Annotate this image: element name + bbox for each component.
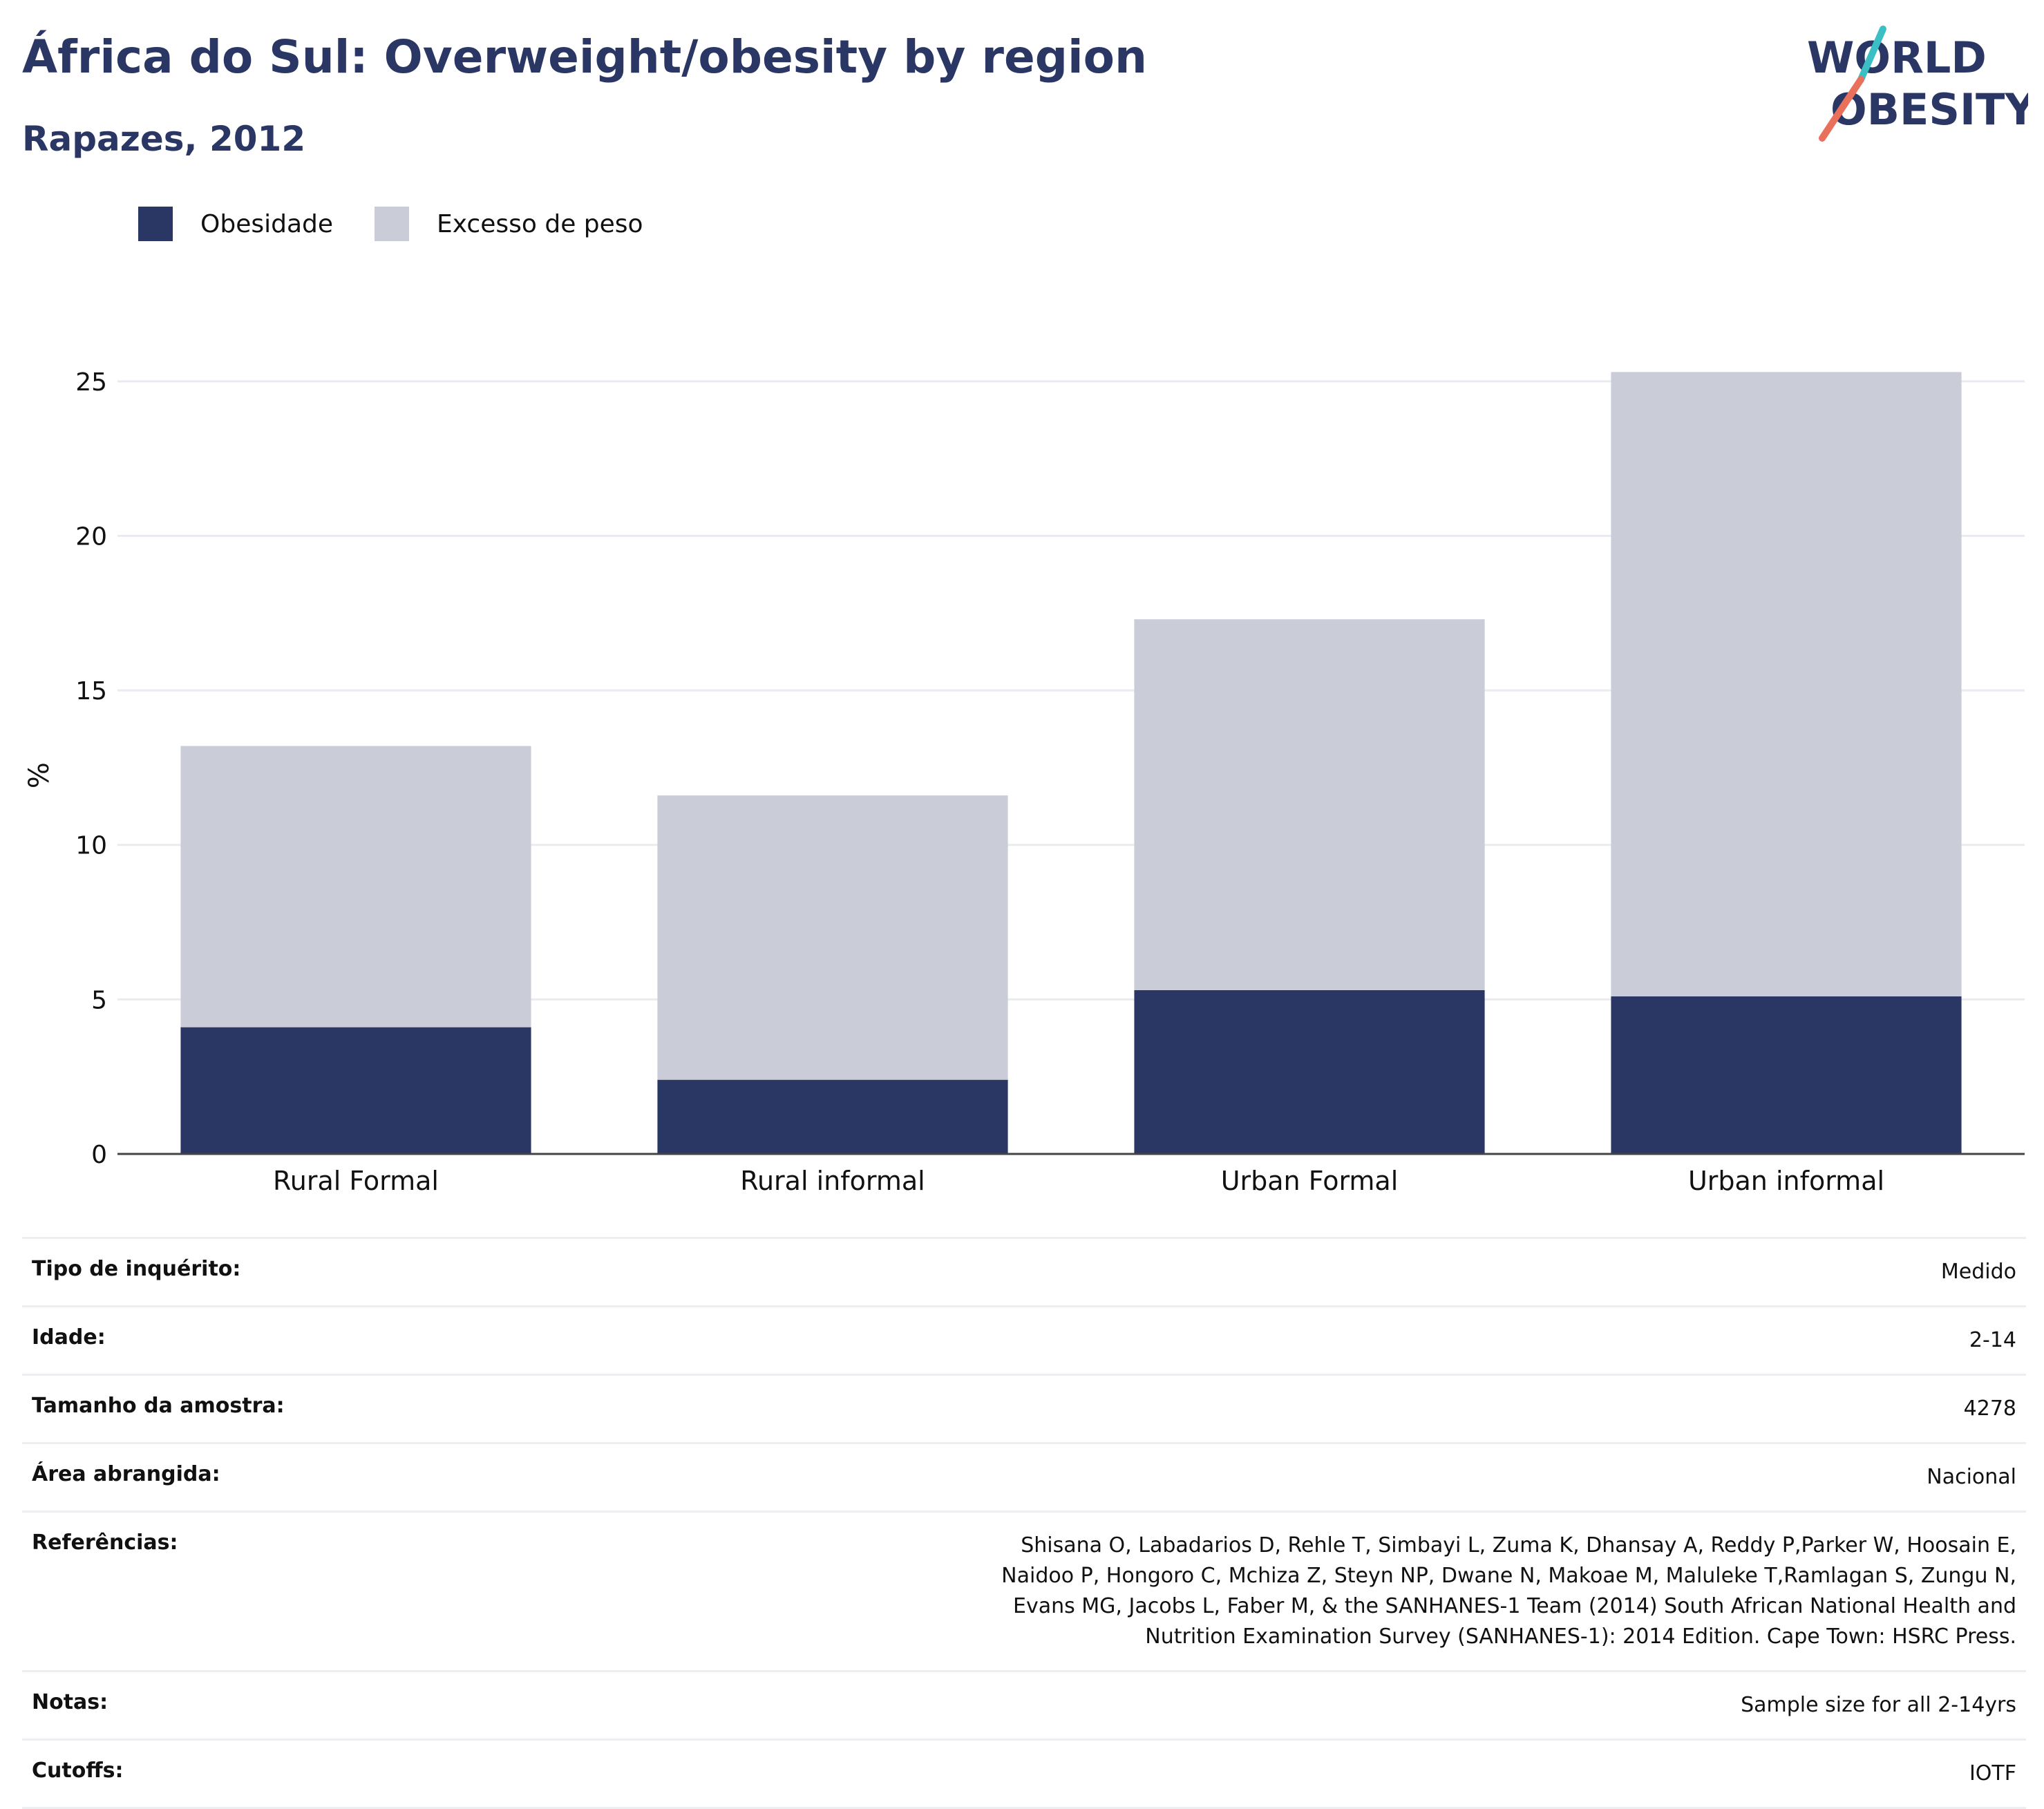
legend-swatch-overweight (375, 207, 410, 241)
y-tick-label: 15 (75, 677, 107, 705)
info-label: Referências: (32, 1531, 178, 1555)
info-row-area: Área abrangida: Nacional (22, 1443, 2026, 1512)
bar-overweight (1134, 619, 1485, 990)
bar-obesity (1134, 989, 1485, 1154)
x-tick-label: Rural Formal (273, 1166, 439, 1196)
bar-overweight (657, 795, 1008, 1080)
legend-label-overweight: Excesso de peso (437, 209, 643, 238)
logo-line2: OBESITY (1830, 84, 2028, 135)
y-tick-label: 25 (75, 368, 107, 397)
chart-title: África do Sul: Overweight/obesity by reg… (22, 30, 1147, 84)
info-value: Medido (1940, 1260, 2016, 1284)
info-value: Nacional (1927, 1465, 2016, 1489)
info-label: Notas: (32, 1690, 108, 1714)
legend-item-overweight[interactable]: Excesso de peso (375, 207, 643, 241)
world-obesity-logo: WORLD OBESITY (1807, 26, 2028, 142)
y-axis-label: % (23, 762, 55, 788)
info-label: Tipo de inquérito: (32, 1257, 241, 1281)
bar-overweight (1611, 372, 1962, 996)
info-row-references: Referências: Shisana O, Labadarios D, Re… (22, 1511, 2026, 1671)
bar-obesity (180, 1027, 531, 1154)
info-row-sample-size: Tamanho da amostra: 4278 (22, 1374, 2026, 1443)
info-label: Tamanho da amostra: (32, 1394, 285, 1418)
x-tick-label: Urban Formal (1221, 1166, 1399, 1196)
logo-slash-bottom (1819, 76, 1864, 142)
info-row-survey-type: Tipo de inquérito: Medido (22, 1238, 2026, 1307)
legend-label-obesity: Obesidade (200, 209, 334, 238)
chart-subtitle: Rapazes, 2012 (22, 119, 306, 159)
info-value: Sample size for all 2-14yrs (1741, 1693, 2016, 1717)
info-row-age: Idade: 2-14 (22, 1306, 2026, 1375)
logo-slash-top (1857, 26, 1886, 83)
info-row-cutoffs: Cutoffs: IOTF (22, 1739, 2026, 1808)
y-tick-label: 5 (91, 986, 107, 1014)
x-tick-label: Urban informal (1688, 1166, 1884, 1196)
stacked-bar-chart: 0 5 10 15 20 25% Rural Formal Rural informal Urb… (23, 368, 2025, 1196)
y-tick-label: 0 (91, 1141, 107, 1169)
bar-overweight (180, 746, 531, 1027)
y-tick-label: 20 (75, 522, 107, 551)
legend-item-obesity[interactable]: Obesidade (138, 207, 333, 241)
bar-obesity (657, 1079, 1008, 1154)
y-tick-label: 10 (75, 832, 107, 860)
chart-legend: Obesidade Excesso de peso (138, 205, 685, 243)
info-value: Shisana O, Labadarios D, Rehle T, Simbay… (1001, 1533, 2016, 1649)
survey-info-table: Tipo de inquérito: Medido Idade: 2-14 Ta… (22, 1237, 2026, 1809)
info-label: Idade: (32, 1325, 106, 1349)
info-label: Cutoffs: (32, 1759, 124, 1783)
info-label: Área abrangida: (32, 1462, 220, 1486)
bar-obesity (1611, 996, 1962, 1154)
x-tick-label: Rural informal (740, 1166, 925, 1196)
info-value: IOTF (1969, 1761, 2016, 1786)
info-value: 2-14 (1969, 1328, 2016, 1352)
logo-line1: WORLD (1807, 32, 1987, 83)
info-value: 4278 (1963, 1396, 2016, 1421)
info-row-notes: Notas: Sample size for all 2-14yrs (22, 1671, 2026, 1740)
legend-swatch-obesity (138, 207, 173, 241)
